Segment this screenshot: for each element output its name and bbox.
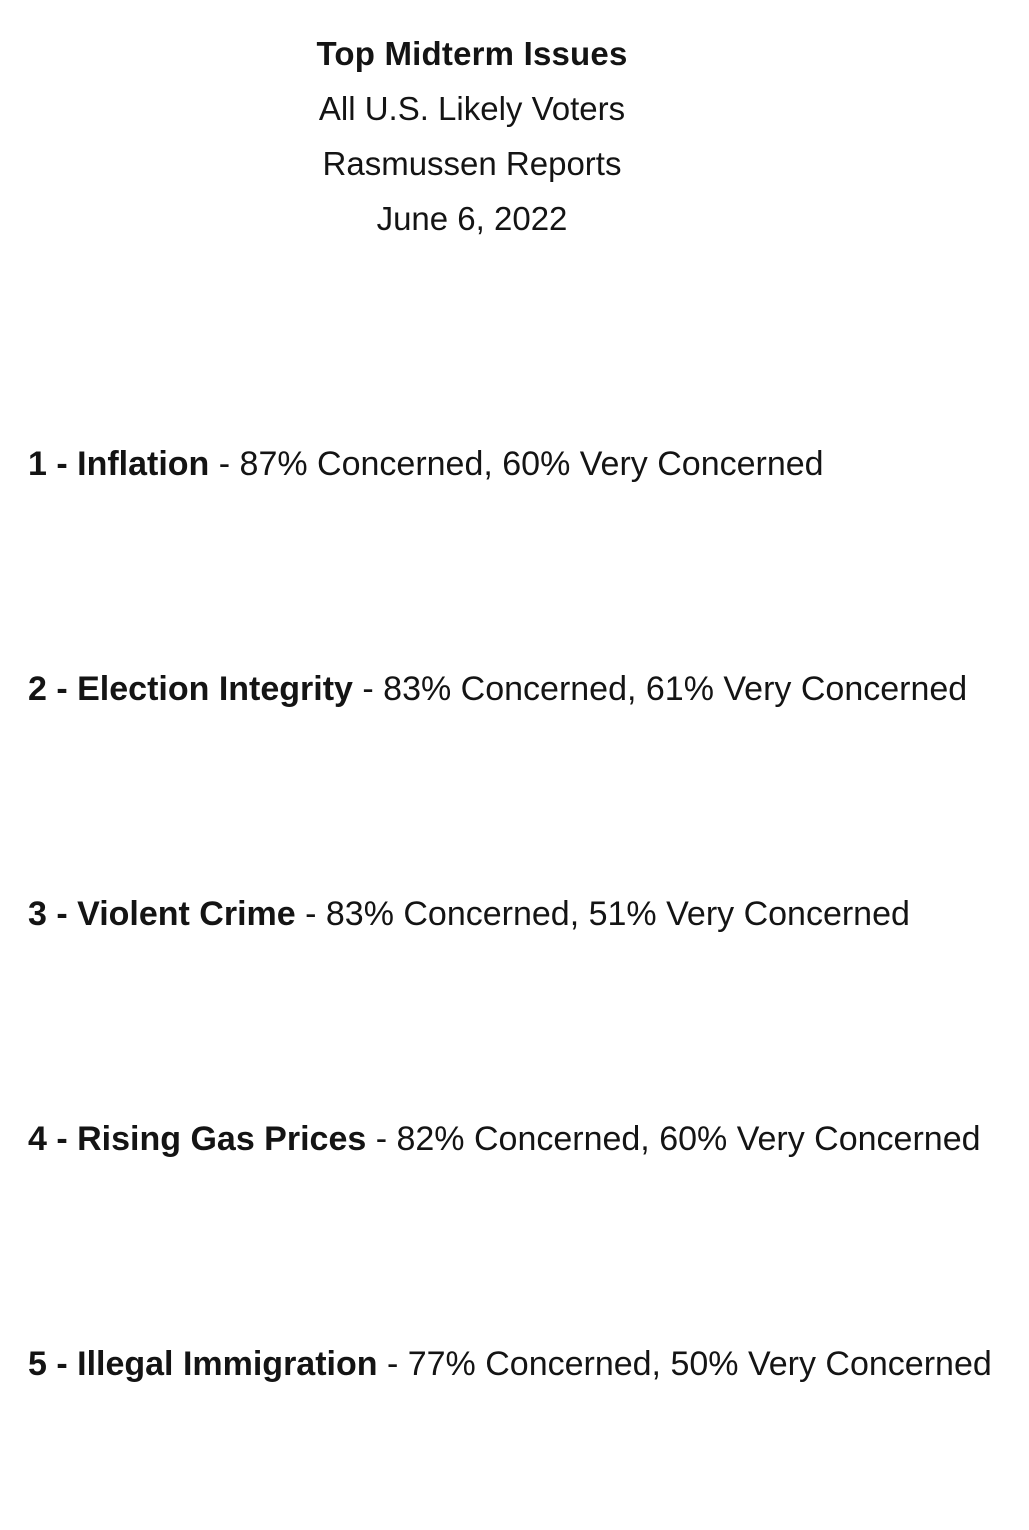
issue-detail: - 82% Concerned, 60% Very Concerned [366, 1120, 981, 1158]
issue-rank-name: 5 - Illegal Immigration [28, 1345, 378, 1383]
issue-row-inflation: 1 - Inflation - 87% Concerned, 60% Very … [28, 427, 1029, 502]
page-title: Top Midterm Issues [316, 35, 628, 72]
document-page: Top Midterm Issues All U.S. Likely Voter… [0, 0, 992, 1383]
issue-detail: - 83% Concerned, 51% Very Concerned [295, 895, 910, 933]
issue-rank-name: 1 - Inflation [28, 445, 210, 483]
issue-row-election-integrity: 2 - Election Integrity - 83% Concerned, … [28, 652, 1029, 727]
issue-detail: - 87% Concerned, 60% Very Concerned [209, 445, 824, 483]
document-header: Top Midterm Issues All U.S. Likely Voter… [0, 0, 944, 246]
header-subtitle: All U.S. Likely Voters [318, 90, 626, 127]
header-date: June 6, 2022 [376, 200, 568, 237]
header-source: Rasmussen Reports [322, 145, 622, 182]
issues-list: 1 - Inflation - 87% Concerned, 60% Very … [28, 277, 1029, 1530]
issue-row-rising-gas-prices: 4 - Rising Gas Prices - 82% Concerned, 6… [28, 1102, 1029, 1177]
issue-detail: - 77% Concerned, 50% Very Concerned [377, 1345, 992, 1383]
issue-detail: - 83% Concerned, 61% Very Concerned [352, 670, 968, 708]
issue-row-violent-crime: 3 - Violent Crime - 83% Concerned, 51% V… [28, 877, 1029, 952]
issue-rank-name: 4 - Rising Gas Prices [28, 1120, 367, 1158]
issue-rank-name: 3 - Violent Crime [28, 895, 296, 933]
issue-rank-name: 2 - Election Integrity [28, 670, 353, 708]
issue-row-illegal-immigration: 5 - Illegal Immigration - 77% Concerned,… [28, 1327, 1029, 1402]
